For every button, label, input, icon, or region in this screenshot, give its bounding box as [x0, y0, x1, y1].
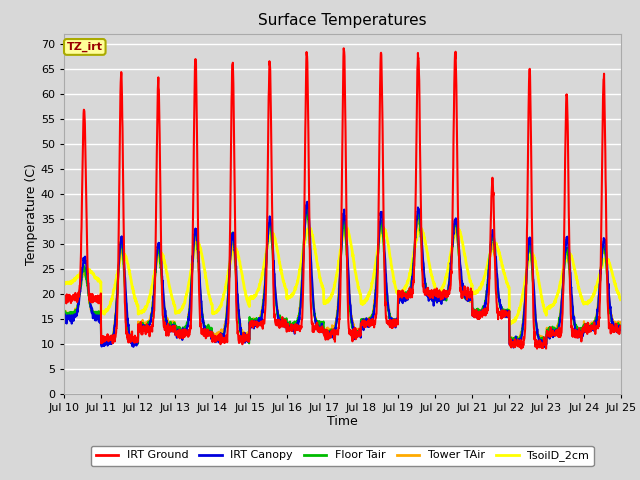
Title: Surface Temperatures: Surface Temperatures	[258, 13, 427, 28]
Y-axis label: Temperature (C): Temperature (C)	[25, 163, 38, 264]
Legend: IRT Ground, IRT Canopy, Floor Tair, Tower TAir, TsoilD_2cm: IRT Ground, IRT Canopy, Floor Tair, Towe…	[91, 446, 594, 466]
X-axis label: Time: Time	[327, 415, 358, 429]
Text: TZ_irt: TZ_irt	[67, 42, 103, 52]
